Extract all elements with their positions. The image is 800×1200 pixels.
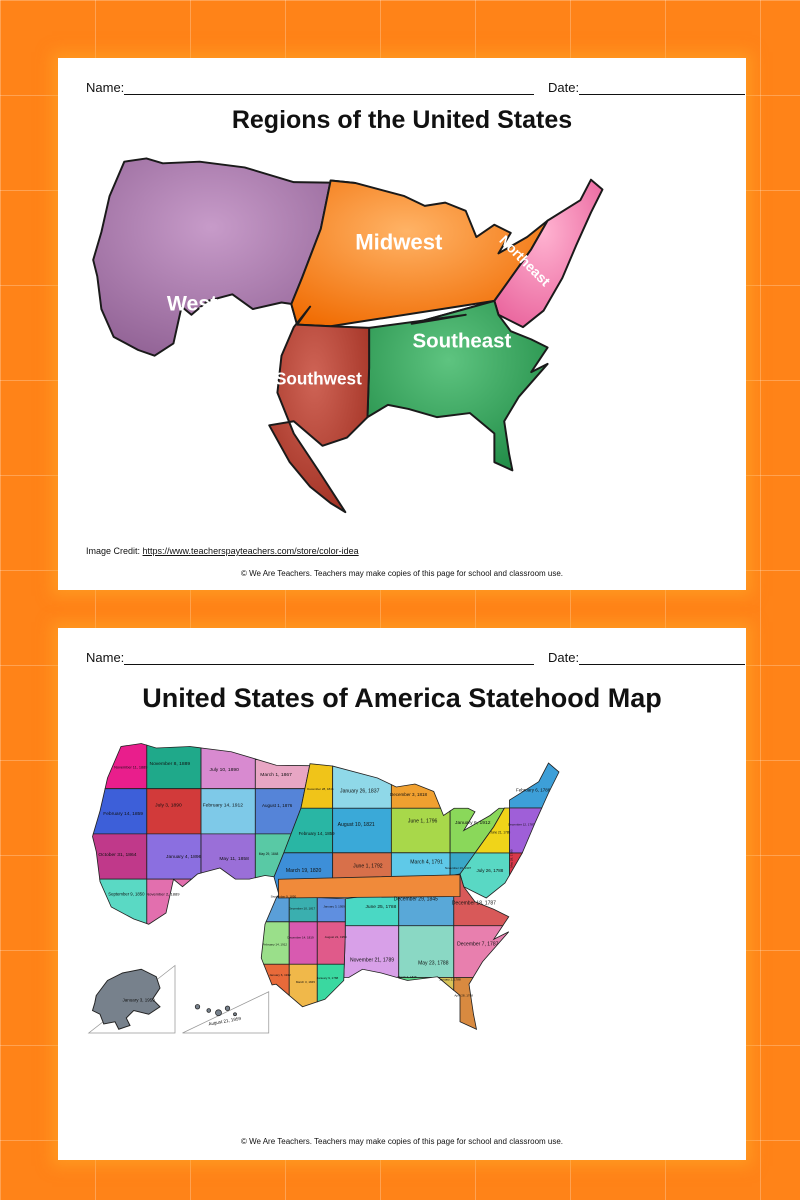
svg-text:December 3, 1818: December 3, 1818	[390, 792, 428, 797]
svg-text:December 12, 1787: December 12, 1787	[508, 822, 535, 826]
svg-text:January 6, 1912: January 6, 1912	[455, 820, 491, 826]
svg-text:October 31, 1864: October 31, 1864	[98, 852, 136, 858]
svg-text:March 1, 1867: March 1, 1867	[260, 772, 292, 778]
svg-text:July 10, 1890: July 10, 1890	[210, 767, 240, 773]
svg-text:May 23, 1788: May 23, 1788	[418, 960, 449, 966]
svg-text:February 14, 1859: February 14, 1859	[103, 811, 143, 817]
svg-text:July 26, 1788: July 26, 1788	[476, 868, 503, 873]
svg-text:Southeast: Southeast	[413, 330, 512, 353]
svg-text:July 3, 1890: July 3, 1890	[155, 803, 182, 809]
svg-text:June 25, 1788: June 25, 1788	[365, 904, 396, 910]
svg-text:September 9, 1850: September 9, 1850	[271, 894, 297, 898]
svg-text:June 1, 1792: June 1, 1792	[353, 863, 383, 869]
svg-text:December 7, 1787: December 7, 1787	[457, 942, 498, 948]
svg-text:January 4, 1896: January 4, 1896	[166, 854, 202, 860]
svg-text:August 10, 1821: August 10, 1821	[338, 822, 375, 828]
svg-text:May 29, 1848: May 29, 1848	[259, 852, 279, 856]
svg-text:December 10, 1817: December 10, 1817	[289, 906, 316, 910]
svg-text:December 14, 1819: December 14, 1819	[287, 936, 314, 940]
svg-text:January 26, 1837: January 26, 1837	[340, 788, 380, 794]
svg-text:June 21, 1788: June 21, 1788	[490, 831, 510, 835]
svg-text:West: West	[167, 292, 217, 316]
svg-text:February 14, 1912: February 14, 1912	[263, 942, 288, 946]
svg-text:November 8, 1889: November 8, 1889	[150, 761, 191, 767]
svg-text:March 3, 1845: March 3, 1845	[397, 975, 417, 979]
svg-text:January 9, 1788: January 9, 1788	[317, 976, 339, 980]
svg-text:February 6, 1788: February 6, 1788	[516, 788, 551, 793]
svg-text:August 1, 1876: August 1, 1876	[262, 803, 293, 808]
svg-text:June 1, 1796: June 1, 1796	[408, 818, 438, 824]
svg-text:December 29, 1845: December 29, 1845	[394, 897, 438, 903]
svg-text:March 19, 1820: March 19, 1820	[286, 868, 322, 874]
svg-text:Southwest: Southwest	[275, 368, 362, 388]
svg-text:April 28, 1788: April 28, 1788	[454, 993, 473, 997]
svg-text:February 14, 1912: February 14, 1912	[203, 803, 244, 809]
svg-text:Midwest: Midwest	[355, 229, 443, 254]
svg-text:March 4, 1791: March 4, 1791	[410, 860, 443, 866]
svg-text:September 9, 1850: September 9, 1850	[108, 891, 145, 896]
svg-text:May 11, 1858: May 11, 1858	[219, 856, 249, 862]
svg-text:December 28, 1846: December 28, 1846	[307, 787, 334, 791]
svg-text:August 21, 1959: August 21, 1959	[208, 1016, 242, 1027]
svg-text:August 21, 1959: August 21, 1959	[325, 935, 347, 939]
svg-text:January 3, 1959: January 3, 1959	[123, 998, 156, 1003]
svg-text:May 29, 1790: May 29, 1790	[510, 849, 514, 868]
svg-text:February 14, 1859: February 14, 1859	[299, 831, 336, 836]
svg-text:November 21, 1789: November 21, 1789	[350, 958, 394, 964]
svg-text:December 18, 1787: December 18, 1787	[452, 901, 496, 907]
svg-text:November 16, 1907: November 16, 1907	[445, 866, 472, 870]
svg-text:November 11, 1889: November 11, 1889	[114, 765, 147, 769]
svg-text:March 3, 1845: March 3, 1845	[296, 980, 316, 984]
svg-text:January 6, 1912: January 6, 1912	[269, 973, 291, 977]
svg-text:November 2, 1889: November 2, 1889	[146, 892, 180, 897]
svg-text:January 2, 1788: January 2, 1788	[439, 978, 461, 982]
svg-text:January 3, 1959: January 3, 1959	[323, 905, 345, 909]
